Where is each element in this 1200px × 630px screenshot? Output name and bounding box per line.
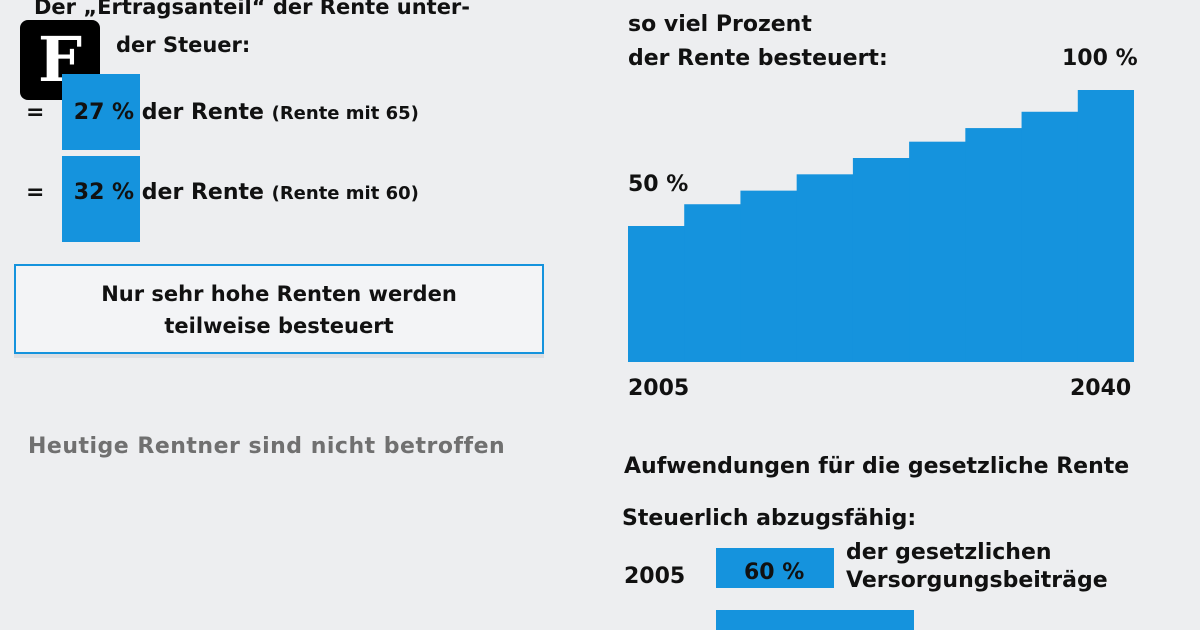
pct-60-label: 60 %	[744, 560, 805, 585]
chart-step-6	[965, 128, 1023, 362]
pct-100-box-partial	[716, 610, 914, 630]
tax-share-chart	[628, 90, 1134, 362]
versorgung-line2: Versorgungsbeiträge	[846, 568, 1108, 593]
row-27: = 27 % der Rente (Rente mit 65)	[26, 100, 419, 125]
row-27-detail: (Rente mit 65)	[271, 103, 419, 124]
pct-60-box	[716, 548, 834, 588]
row-32-highlight	[62, 156, 140, 242]
x-tick-start: 2005	[628, 376, 690, 401]
row-32: = 32 % der Rente (Rente mit 60)	[26, 180, 419, 205]
abzugsfaehig-heading: Steuerlich abzugsfähig:	[622, 506, 917, 531]
faz-logo: F	[20, 20, 100, 100]
chart-step-4	[852, 158, 910, 362]
heutige-rentner-note: Heutige Rentner sind nicht betroffen	[28, 434, 506, 459]
row-27-pct: 27 %	[73, 100, 135, 125]
chart-start-label: 50 %	[628, 172, 689, 197]
chart-step-7	[1021, 111, 1079, 362]
year-2005-label: 2005	[624, 564, 686, 589]
chart-step-2	[740, 190, 798, 362]
row-32-eq: =	[26, 180, 45, 205]
row-32-detail: (Rente mit 60)	[271, 183, 419, 204]
chart-step-3	[796, 174, 854, 362]
row-27-text: der Rente	[141, 100, 264, 125]
ertragsanteil-heading-line1: Der „Ertragsanteil“ der Rente unter-	[34, 0, 471, 19]
row-32-text: der Rente	[141, 180, 264, 205]
chart-heading-line2: so viel Prozent	[628, 12, 812, 37]
info-box-line2: teilweise besteuert	[164, 314, 394, 338]
chart-step-1	[684, 204, 742, 362]
chart-step-8	[1077, 90, 1134, 362]
chart-step-0	[628, 226, 685, 362]
row-32-pct: 32 %	[73, 180, 135, 205]
aufwendungen-heading: Aufwendungen für die gesetzliche Rente	[624, 454, 1130, 479]
chart-step-5	[909, 141, 966, 362]
versorgung-line1: der gesetzlichen	[846, 540, 1052, 565]
row-27-highlight	[62, 74, 140, 150]
info-box: Nur sehr hohe Renten werden teilweise be…	[14, 264, 544, 354]
chart-end-label: 100 %	[1062, 46, 1138, 71]
info-box-line1: Nur sehr hohe Renten werden	[101, 282, 457, 306]
x-tick-end: 2040	[1070, 376, 1132, 401]
chart-heading-line3: der Rente besteuert:	[628, 46, 888, 71]
row-27-eq: =	[26, 100, 45, 125]
ertragsanteil-heading-line2: der Steuer:	[116, 33, 251, 57]
